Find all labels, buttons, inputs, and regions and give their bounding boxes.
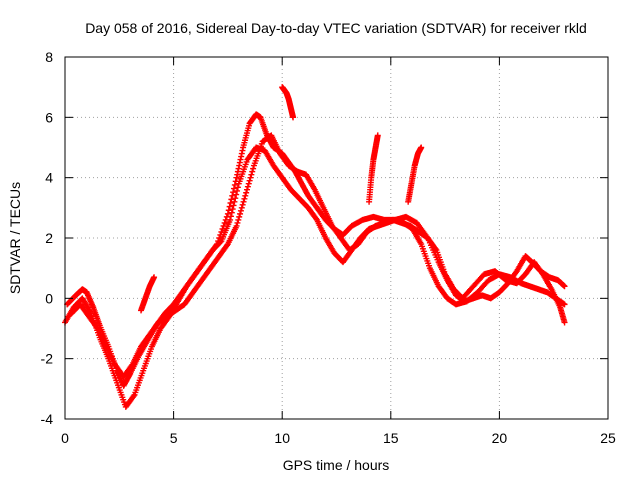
data-point (235, 216, 242, 223)
data-point (228, 209, 235, 216)
x-axis-label: GPS time / hours (283, 457, 390, 473)
series-5 (279, 84, 297, 121)
data-point (237, 210, 244, 217)
data-point (227, 213, 234, 220)
series-6 (138, 274, 158, 314)
data-point (432, 245, 439, 252)
data-points (62, 84, 568, 410)
data-point (130, 393, 137, 400)
data-point (245, 180, 252, 187)
data-point (238, 204, 245, 211)
y-tick-label: 8 (45, 49, 53, 65)
y-tick-label: -2 (41, 351, 54, 367)
x-tick-label: 5 (170, 430, 178, 446)
chart-title: Day 058 of 2016, Sidereal Day-to-day VTE… (85, 20, 587, 36)
axis-ticks: 0 5 10 15 20 25 -4 -2 0 2 4 6 8 (41, 49, 616, 446)
x-tick-label: 10 (274, 430, 290, 446)
data-point (230, 185, 237, 192)
y-tick-label: -4 (41, 411, 54, 427)
data-point (236, 213, 243, 220)
grid (65, 57, 608, 419)
data-point (561, 301, 568, 308)
data-point (233, 191, 240, 198)
x-tick-label: 25 (600, 430, 616, 446)
data-point (242, 192, 249, 199)
data-point (418, 144, 425, 151)
data-point (225, 207, 232, 214)
data-point (228, 196, 235, 203)
data-point (93, 324, 100, 331)
data-point (313, 215, 320, 222)
data-point (233, 222, 240, 229)
data-point (290, 114, 297, 121)
data-point (244, 186, 251, 193)
data-point (231, 198, 238, 205)
data-point (246, 177, 253, 184)
data-point (224, 210, 231, 217)
data-point (227, 200, 234, 207)
series-2 (68, 132, 568, 380)
data-point (229, 206, 236, 213)
y-tick-label: 2 (45, 230, 53, 246)
data-point (232, 195, 239, 202)
data-point (374, 132, 381, 139)
y-tick-label: 0 (45, 290, 53, 306)
series-4 (405, 144, 425, 205)
y-tick-label: 4 (45, 170, 53, 186)
data-point (234, 219, 241, 226)
data-point (240, 198, 247, 205)
data-point (230, 202, 237, 209)
series-3 (366, 132, 381, 205)
data-point (247, 174, 254, 181)
data-point (561, 319, 568, 326)
data-point (231, 181, 238, 188)
data-point (249, 168, 256, 175)
data-point (243, 189, 250, 196)
data-point (221, 219, 228, 226)
x-tick-label: 0 (61, 430, 69, 446)
data-point (151, 274, 158, 281)
x-tick-label: 20 (492, 430, 508, 446)
data-point (229, 192, 236, 199)
data-point (217, 238, 224, 245)
data-point (244, 183, 251, 190)
data-point (250, 165, 257, 172)
data-point (237, 207, 244, 214)
data-point (234, 187, 241, 194)
y-axis-label: SDTVAR / TECUs (7, 182, 23, 294)
data-point (227, 216, 234, 223)
y-tick-label: 6 (45, 109, 53, 125)
data-point (226, 203, 233, 210)
data-point (224, 242, 231, 249)
data-point (248, 171, 255, 178)
data-point (234, 184, 241, 191)
data-point (241, 195, 248, 202)
data-point (128, 362, 135, 369)
data-point (239, 201, 246, 208)
data-point (561, 283, 568, 290)
x-tick-label: 15 (383, 430, 399, 446)
series-1 (62, 144, 568, 410)
data-point (230, 189, 237, 196)
